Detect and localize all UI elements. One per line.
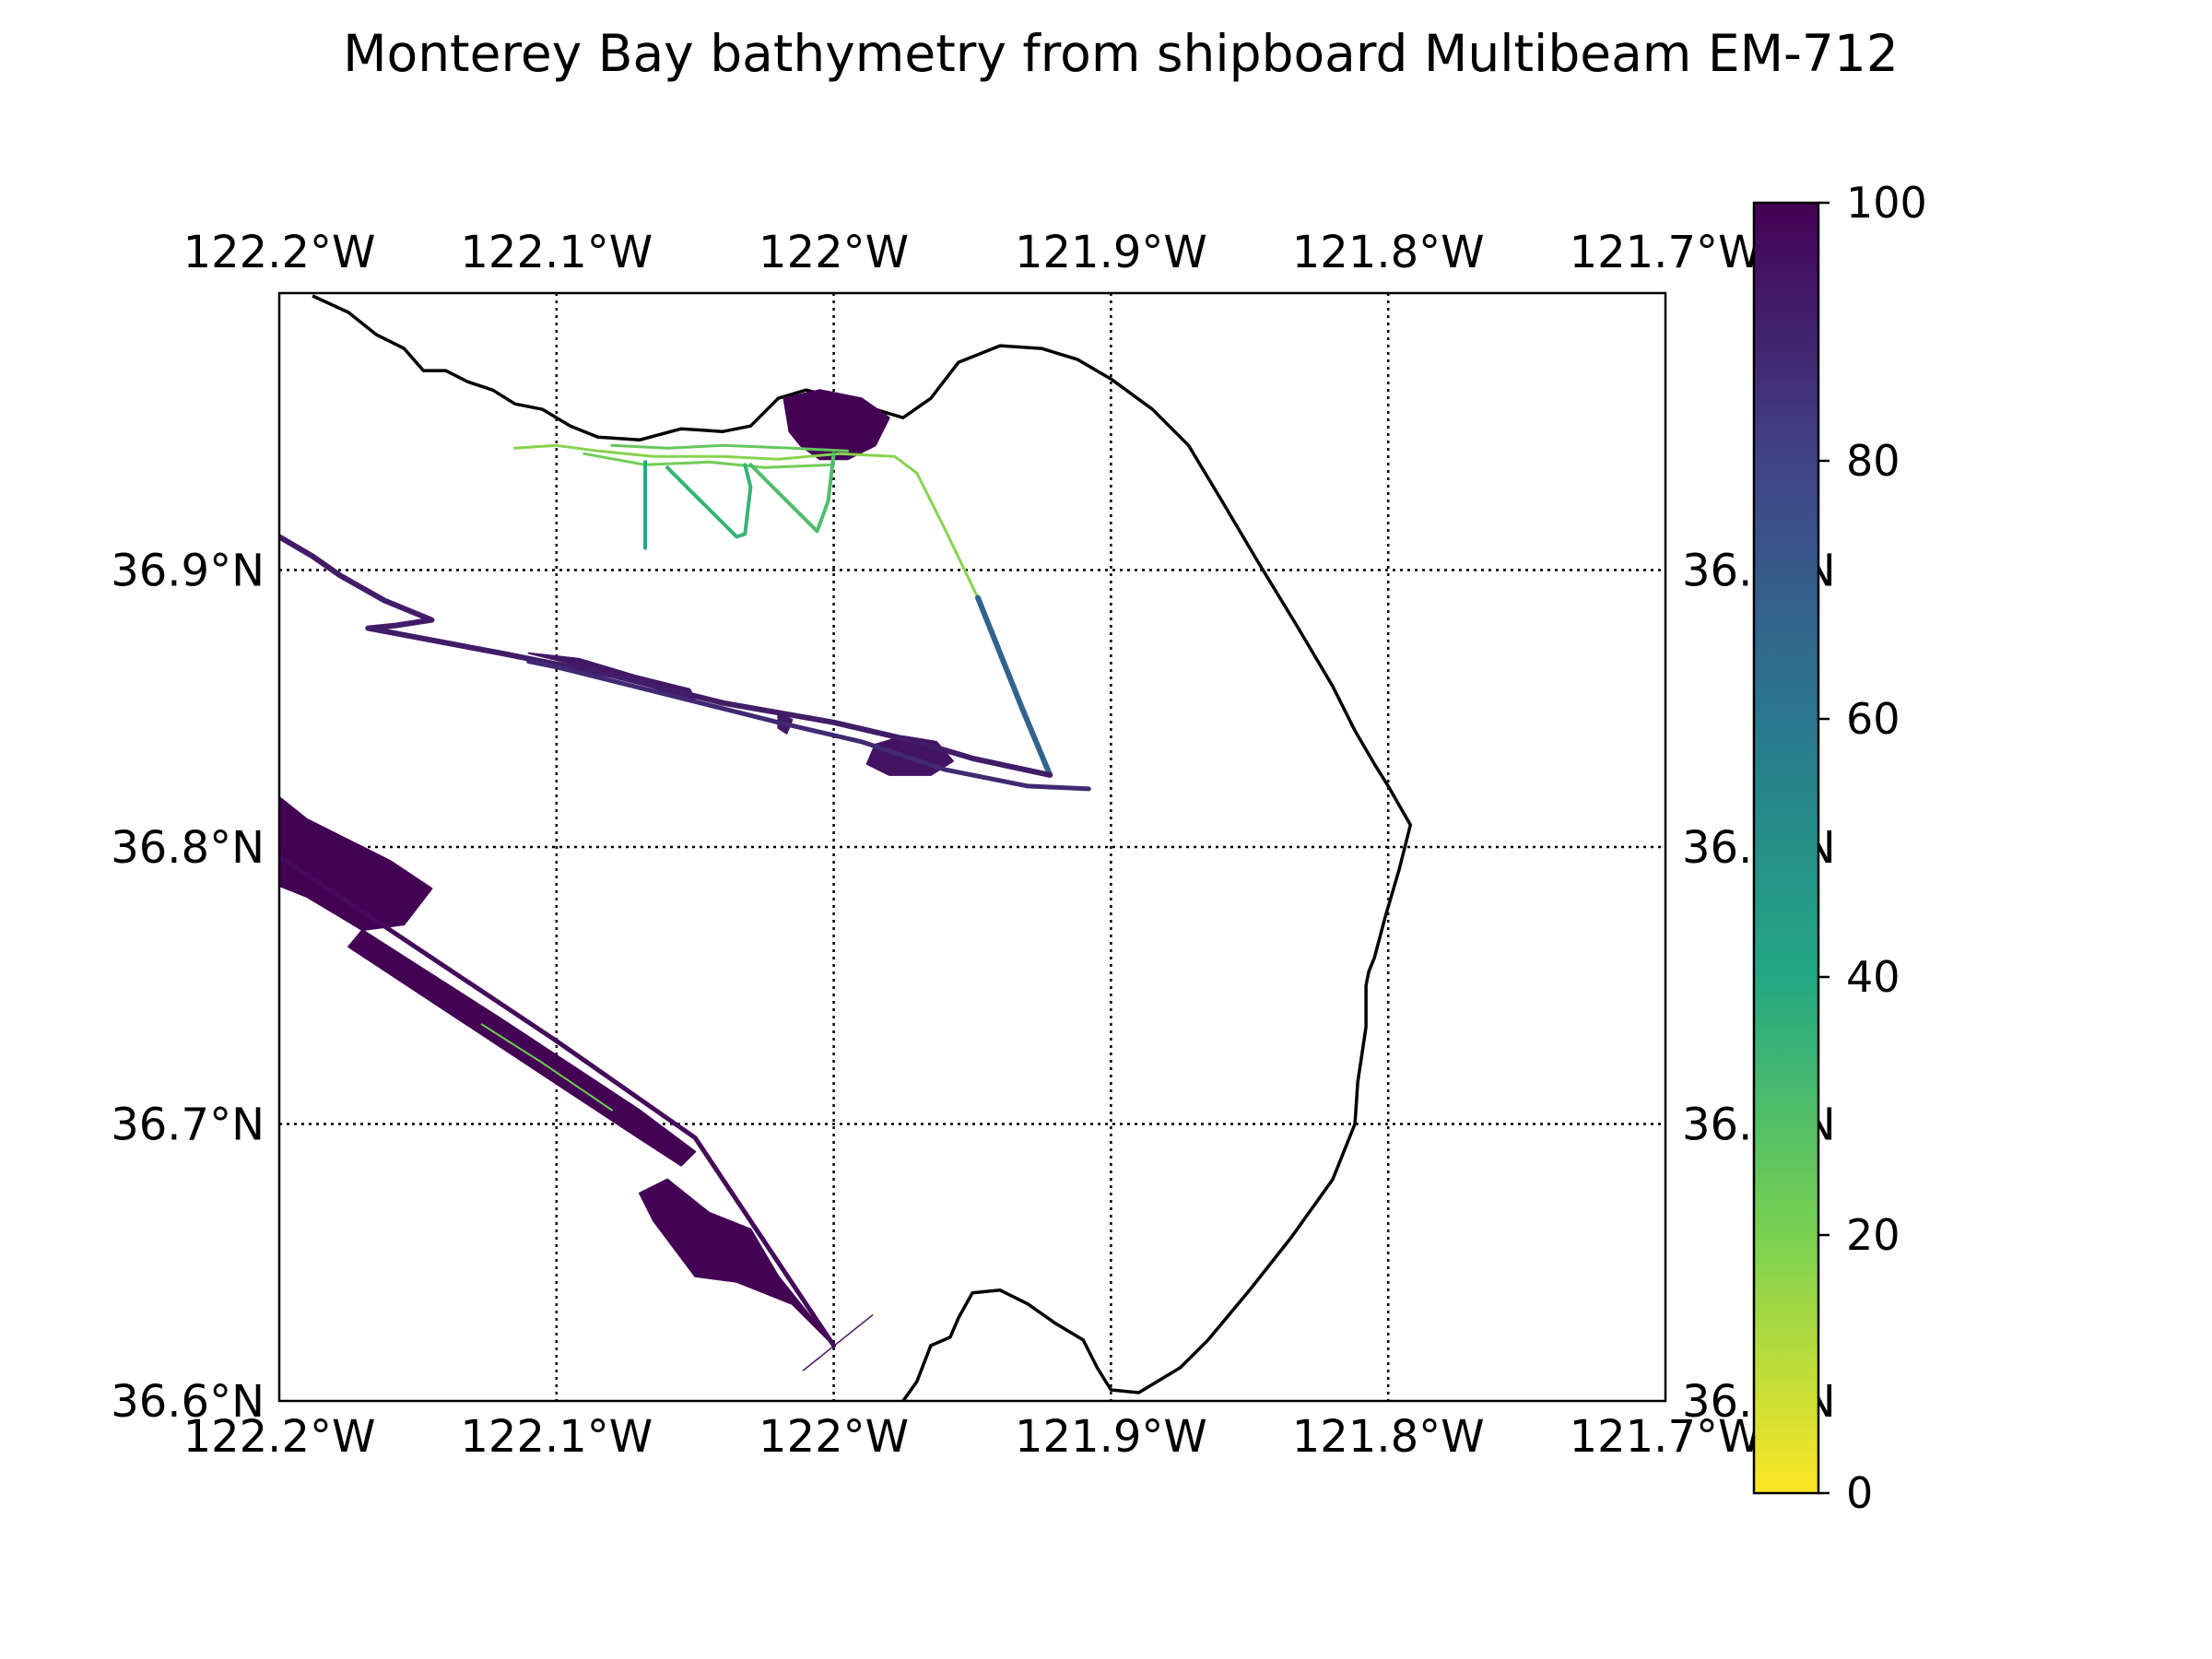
colorbar-tick-label: 0 bbox=[1846, 1468, 1873, 1518]
lat-tick-label-left: 36.8°N bbox=[111, 822, 265, 874]
colorbar: 0 20 40 60 80 100 bbox=[1752, 178, 1927, 1518]
multibeam-swath bbox=[782, 389, 890, 461]
coastline bbox=[312, 294, 1413, 1401]
ship-track bbox=[279, 853, 837, 1348]
map-plot-area bbox=[279, 293, 1665, 1401]
lon-tick-label-top: 122.2°W bbox=[183, 227, 376, 278]
lon-tick-label-bottom: 122.1°W bbox=[460, 1411, 653, 1463]
map-tick-labels: 122.2°W 122.2°W 122.1°W 122.1°W 122°W 122°W 12… bbox=[111, 227, 1836, 1463]
ship-tracks bbox=[279, 443, 1091, 1371]
lon-tick-label-top: 121.9°W bbox=[1015, 227, 1207, 278]
multibeam-swath bbox=[639, 1178, 835, 1347]
ship-track bbox=[802, 1314, 874, 1371]
lat-tick-label-left: 36.6°N bbox=[111, 1376, 265, 1428]
lon-tick-label-top: 122°W bbox=[759, 227, 909, 278]
lon-tick-label-bottom: 121.9°W bbox=[1015, 1411, 1207, 1463]
ship-track bbox=[665, 463, 753, 539]
lon-tick-label-top: 121.8°W bbox=[1292, 227, 1485, 278]
map-frame bbox=[277, 291, 1667, 1403]
chart-title: Monterey Bay bathymetry from shipboard M… bbox=[343, 24, 1899, 83]
lon-tick-label-bottom: 121.8°W bbox=[1292, 1411, 1485, 1463]
ship-track bbox=[748, 452, 836, 534]
graticule bbox=[279, 293, 1665, 1401]
ship-track bbox=[582, 452, 836, 469]
lon-tick-label-top: 122.1°W bbox=[460, 227, 653, 278]
colorbar-gradient bbox=[1752, 201, 1820, 1495]
ship-track bbox=[279, 534, 1053, 778]
ship-track bbox=[610, 443, 850, 453]
colorbar-tick-label: 60 bbox=[1846, 694, 1900, 744]
coastline-layer bbox=[312, 294, 1413, 1401]
colorbar-tick-label: 80 bbox=[1846, 436, 1900, 486]
ship-track bbox=[513, 443, 980, 599]
lon-tick-label-bottom: 122°W bbox=[759, 1411, 909, 1463]
lon-tick-label-top: 121.7°W bbox=[1570, 227, 1762, 278]
lat-tick-label-left: 36.7°N bbox=[111, 1100, 265, 1151]
colorbar-tick-label: 20 bbox=[1846, 1210, 1900, 1260]
multibeam-swath bbox=[279, 795, 433, 932]
ship-track bbox=[480, 1023, 613, 1112]
ship-track bbox=[526, 659, 1091, 792]
lat-tick-label-left: 36.9°N bbox=[111, 546, 265, 597]
lon-tick-label-bottom: 121.7°W bbox=[1570, 1411, 1762, 1463]
ship-track bbox=[975, 594, 1053, 778]
lon-tick-label-bottom: 122.2°W bbox=[183, 1411, 376, 1463]
colorbar-tick-label: 100 bbox=[1846, 178, 1927, 228]
colorbar-ticks: 0 20 40 60 80 100 bbox=[1818, 178, 1927, 1518]
colorbar-tick-label: 40 bbox=[1846, 952, 1900, 1002]
